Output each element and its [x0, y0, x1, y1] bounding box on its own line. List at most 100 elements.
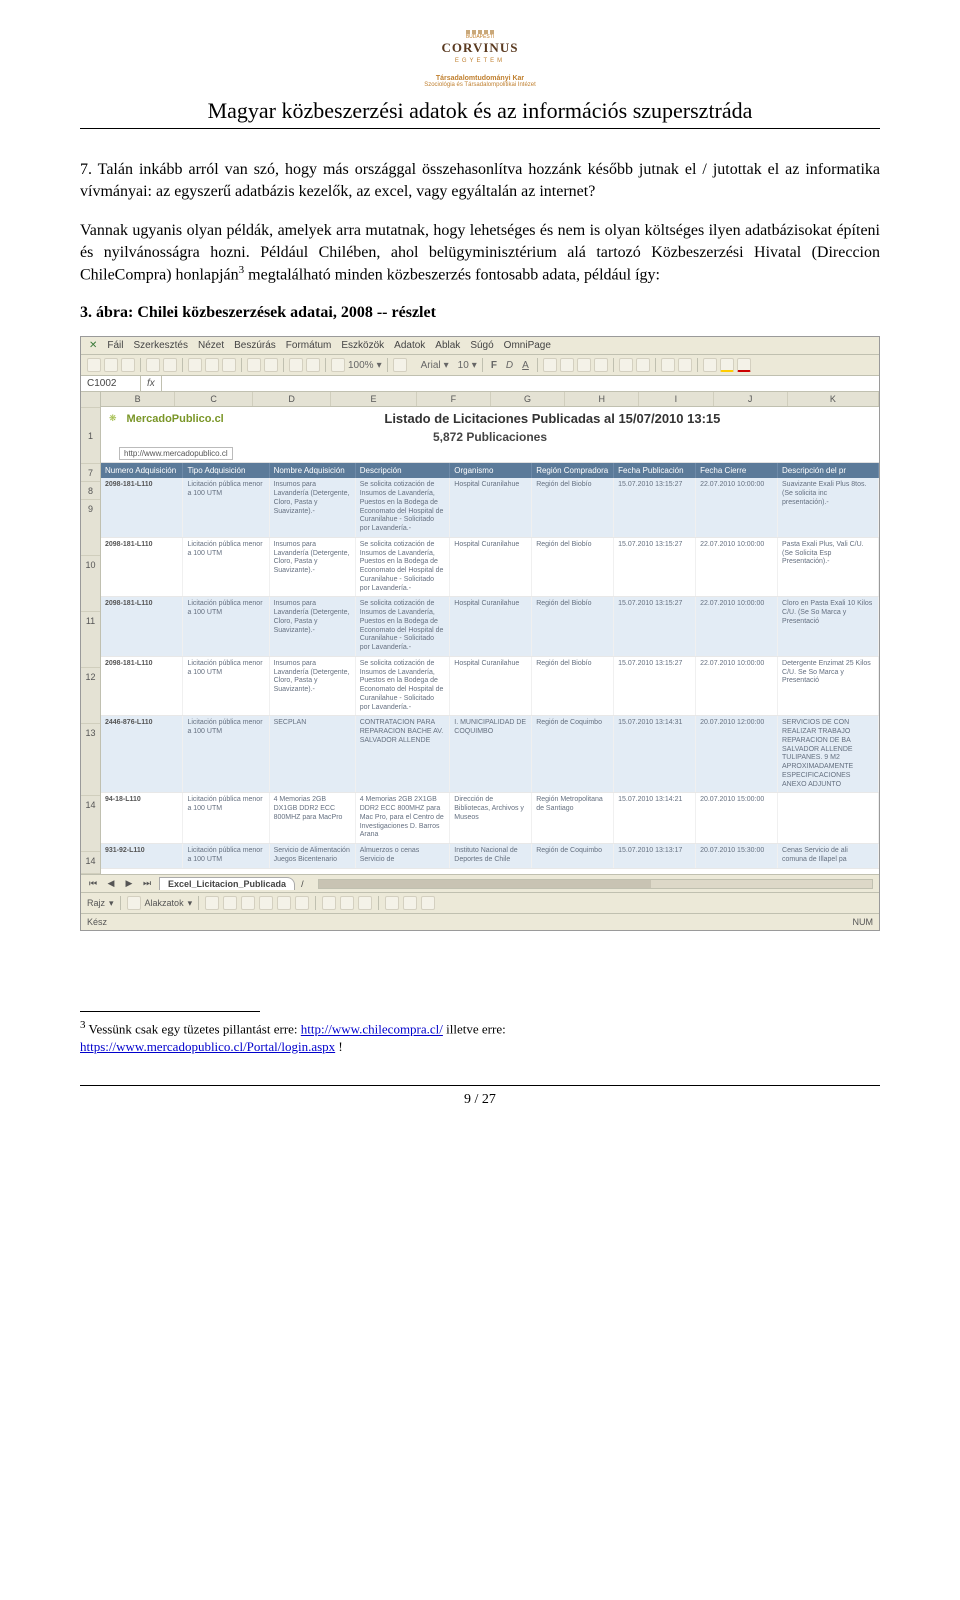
line-color-icon[interactable]	[340, 896, 354, 910]
select-icon[interactable]	[127, 896, 141, 910]
active-sheet-tab[interactable]: Excel_Licitacion_Publicada	[159, 877, 295, 890]
align-center-icon[interactable]	[560, 358, 574, 372]
zoom-value[interactable]: 100%	[348, 360, 374, 371]
chart-icon[interactable]	[331, 358, 345, 372]
formula-bar[interactable]: C1002 fx	[81, 376, 879, 392]
column-headers[interactable]: B C D E F G H I J K	[101, 392, 879, 407]
menu-help[interactable]: Súgó	[470, 340, 493, 351]
dash-style-icon[interactable]	[403, 896, 417, 910]
menu-edit[interactable]: Szerkesztés	[134, 340, 188, 351]
align-right-icon[interactable]	[577, 358, 591, 372]
shapes-menu[interactable]: Alakzatok	[145, 898, 184, 908]
figure-caption: 3. ábra: Chilei közbeszerzések adatai, 2…	[80, 304, 880, 322]
dept-line-1: Társadalomtudományi Kar	[80, 75, 880, 82]
table-row[interactable]: 2098-181-L110Licitación pública menor a …	[101, 656, 879, 716]
dropdown-icon[interactable]: ▾	[377, 360, 382, 371]
fill-icon[interactable]	[322, 896, 336, 910]
dropdown-icon[interactable]: ▾	[188, 898, 193, 909]
dropdown-icon[interactable]: ▾	[444, 360, 449, 371]
open-icon[interactable]	[104, 358, 118, 372]
italic-icon[interactable]: D	[503, 360, 516, 371]
font-color-icon[interactable]	[358, 896, 372, 910]
paste-icon[interactable]	[222, 358, 236, 372]
svg-text:EGYETEM: EGYETEM	[455, 58, 505, 64]
sort-desc-icon[interactable]	[306, 358, 320, 372]
oval-icon[interactable]	[259, 896, 273, 910]
menu-view[interactable]: Nézet	[198, 340, 224, 351]
menu-bar[interactable]: ✕ Fáil Szerkesztés Nézet Beszúrás Formát…	[81, 337, 879, 355]
dropdown-icon[interactable]: ▾	[472, 360, 477, 371]
horizontal-scrollbar[interactable]	[318, 879, 873, 889]
menu-close-icon[interactable]: ✕	[89, 340, 97, 351]
percent-icon[interactable]	[636, 358, 650, 372]
name-box[interactable]: C1002	[81, 376, 141, 391]
copy-icon[interactable]	[205, 358, 219, 372]
table-row[interactable]: 2446-876-L110Licitación pública menor a …	[101, 716, 879, 793]
report-count: 5,872 Publicaciones	[101, 430, 879, 448]
outdent-icon[interactable]	[678, 358, 692, 372]
bold-icon[interactable]: F	[488, 360, 500, 371]
new-icon[interactable]	[87, 358, 101, 372]
footnote-link-2[interactable]: https://www.mercadopublico.cl/Portal/log…	[80, 1039, 335, 1054]
tab-last-icon[interactable]: ⏭	[141, 878, 153, 890]
menu-data[interactable]: Adatok	[394, 340, 425, 351]
wordart-icon[interactable]	[295, 896, 309, 910]
tab-prev-icon[interactable]: ◀	[105, 878, 117, 890]
status-ready: Kész	[87, 917, 107, 927]
cut-icon[interactable]	[188, 358, 202, 372]
menu-format[interactable]: Formátum	[286, 340, 332, 351]
font-size[interactable]: 10	[458, 360, 469, 371]
footnote-link-1[interactable]: http://www.chilecompra.cl/	[301, 1022, 443, 1037]
table-row[interactable]: 2098-181-L110Licitación pública menor a …	[101, 537, 879, 597]
page-title: Magyar közbeszerzési adatok és az inform…	[80, 98, 880, 129]
textbox-icon[interactable]	[277, 896, 291, 910]
licitation-table[interactable]: Numero Adquisición Tipo Adquisición Nomb…	[101, 463, 879, 868]
draw-menu-label[interactable]: Rajz	[87, 898, 105, 908]
menu-tools[interactable]: Eszközök	[341, 340, 384, 351]
rect-icon[interactable]	[241, 896, 255, 910]
row-headers[interactable]: 1 7 8 9 10 11 12 13 14 14	[81, 392, 101, 874]
leaf-icon: ❋	[109, 413, 117, 424]
line-style-icon[interactable]	[385, 896, 399, 910]
fx-icon[interactable]: fx	[141, 376, 162, 391]
merge-icon[interactable]	[594, 358, 608, 372]
redo-icon[interactable]	[264, 358, 278, 372]
sort-asc-icon[interactable]	[289, 358, 303, 372]
table-row[interactable]: 2098-181-L110Licitación pública menor a …	[101, 597, 879, 657]
drawing-toolbar[interactable]: Rajz ▾ Alakzatok ▾	[81, 892, 879, 913]
table-row[interactable]: 94-18-L110Licitación pública menor a 100…	[101, 793, 879, 844]
standard-toolbar[interactable]: 100% ▾ Arial ▾ 10 ▾ F D A	[81, 355, 879, 376]
table-row[interactable]: 2098-181-L110Licitación pública menor a …	[101, 478, 879, 537]
paragraph-1: 7. Talán inkább arról van szó, hogy más …	[80, 159, 880, 202]
print-icon[interactable]	[146, 358, 160, 372]
preview-icon[interactable]	[163, 358, 177, 372]
mercadopublico-logo: MercadoPublico.cl	[127, 413, 224, 425]
help-icon[interactable]	[393, 358, 407, 372]
fill-color-icon[interactable]	[720, 358, 734, 372]
report-header: ❋ MercadoPublico.cl Listado de Licitacio…	[101, 407, 879, 463]
menu-window[interactable]: Ablak	[435, 340, 460, 351]
line-icon[interactable]	[205, 896, 219, 910]
undo-icon[interactable]	[247, 358, 261, 372]
menu-file[interactable]: Fáil	[107, 340, 123, 351]
tab-next-icon[interactable]: ▶	[123, 878, 135, 890]
underline-icon[interactable]: A	[519, 360, 532, 371]
indent-icon[interactable]	[661, 358, 675, 372]
arrow-style-icon[interactable]	[421, 896, 435, 910]
formula-input[interactable]	[162, 382, 879, 386]
font-name[interactable]: Arial	[421, 360, 441, 371]
font-color-icon[interactable]	[737, 358, 751, 372]
svg-text:CORVINUS: CORVINUS	[442, 40, 519, 55]
table-row[interactable]: 931-92-L110Licitación pública menor a 10…	[101, 844, 879, 869]
menu-omnipage[interactable]: OmniPage	[504, 340, 551, 351]
worksheet[interactable]: 1 7 8 9 10 11 12 13 14 14 B C D E F G	[81, 392, 879, 874]
save-icon[interactable]	[121, 358, 135, 372]
align-left-icon[interactable]	[543, 358, 557, 372]
borders-icon[interactable]	[703, 358, 717, 372]
currency-icon[interactable]	[619, 358, 633, 372]
tab-first-icon[interactable]: ⏮	[87, 878, 99, 890]
arrow-icon[interactable]	[223, 896, 237, 910]
sheet-tabs[interactable]: ⏮ ◀ ▶ ⏭ Excel_Licitacion_Publicada /	[81, 874, 879, 892]
menu-insert[interactable]: Beszúrás	[234, 340, 276, 351]
dropdown-icon[interactable]: ▾	[109, 898, 114, 909]
